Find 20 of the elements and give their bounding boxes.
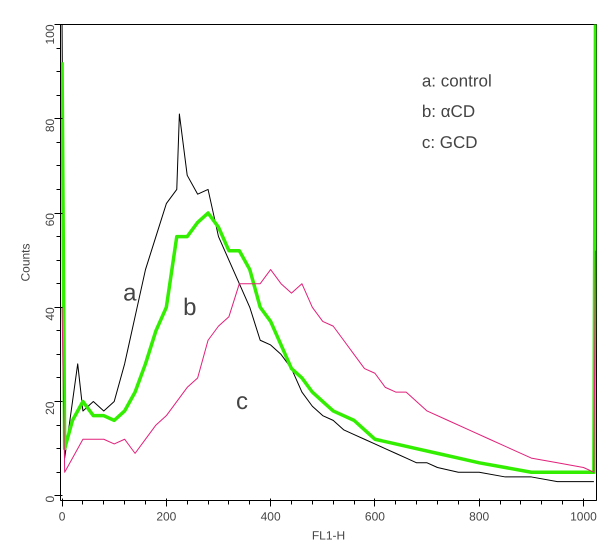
y-tick-label: 60 bbox=[43, 212, 57, 226]
y-tick-label: 0 bbox=[43, 495, 57, 502]
x-tick-label: 400 bbox=[260, 510, 281, 524]
y-tick-label: 100 bbox=[43, 24, 57, 45]
y-tick-label: 80 bbox=[43, 118, 57, 132]
annotation: a bbox=[123, 280, 138, 307]
annotation: c: GCD bbox=[422, 132, 478, 152]
annotation: c bbox=[236, 388, 248, 416]
x-tick-label: 0 bbox=[58, 510, 66, 524]
x-axis-title: FL1-H bbox=[312, 528, 346, 542]
x-tick-label: 200 bbox=[156, 510, 177, 524]
y-axis-title: Counts bbox=[18, 243, 32, 282]
x-tick-label: 1000 bbox=[570, 510, 598, 524]
annotation: b: αCD bbox=[422, 102, 476, 122]
x-tick-label: 800 bbox=[469, 510, 490, 524]
x-tick-label: 600 bbox=[364, 510, 386, 524]
y-tick-label: 40 bbox=[43, 306, 57, 321]
annotation: a: control bbox=[422, 72, 492, 91]
annotation: b bbox=[183, 294, 196, 321]
y-tick-label: 20 bbox=[43, 401, 57, 415]
